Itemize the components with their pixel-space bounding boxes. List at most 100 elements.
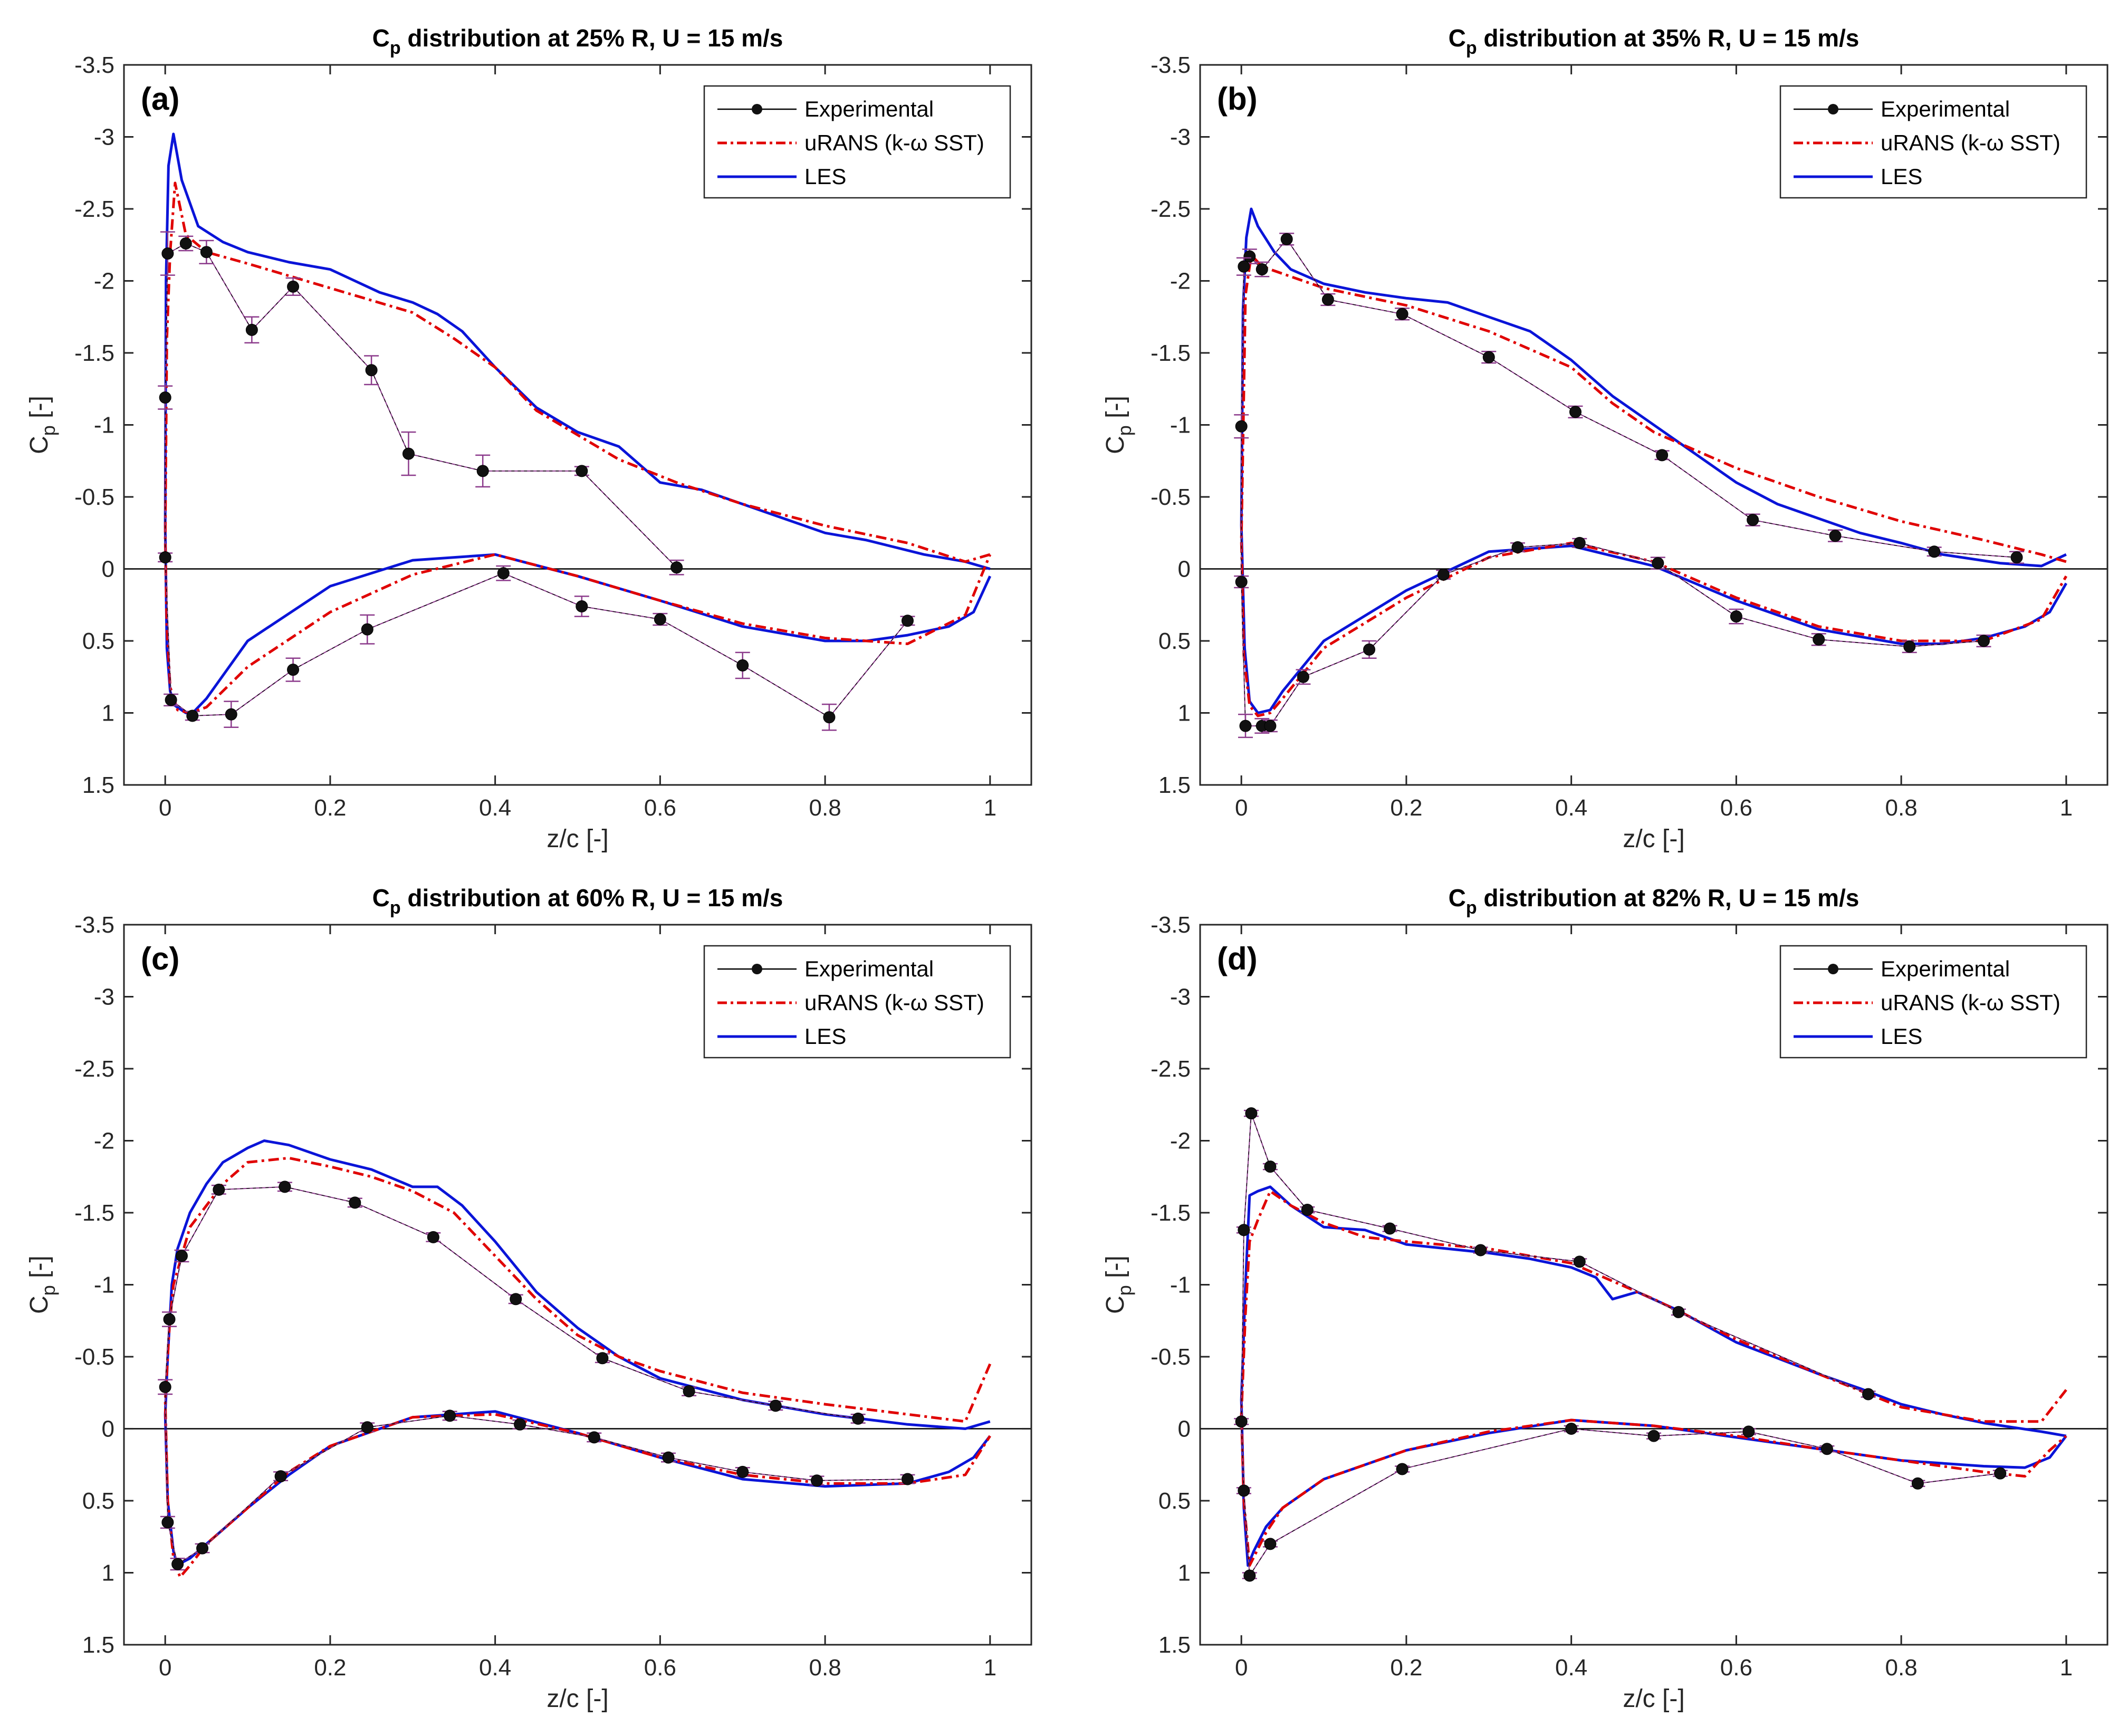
y-tick-label: -2.5 <box>74 1056 114 1082</box>
data-point <box>1301 1204 1314 1216</box>
series-line-les <box>1240 207 2067 714</box>
data-point <box>1977 635 1990 647</box>
y-tick-label: -1.5 <box>74 1200 114 1226</box>
y-tick-label: 1.5 <box>82 772 114 798</box>
data-point <box>1280 233 1293 245</box>
legend-label: Experimental <box>1881 956 2010 981</box>
chart-title: Cp distribution at 60% R, U = 15 m/s <box>372 884 783 918</box>
data-point <box>159 1380 171 1393</box>
plot-area <box>158 132 992 731</box>
chart-title: Cp distribution at 82% R, U = 15 m/s <box>1449 884 1860 918</box>
data-point <box>1813 633 1825 646</box>
x-tick-label: 1 <box>984 795 996 821</box>
data-point <box>161 247 174 260</box>
data-point <box>1573 1255 1586 1268</box>
legend: Experimental uRANS (k-ω SST) LES <box>703 945 1011 1059</box>
legend-marker <box>752 964 762 974</box>
data-point <box>1730 610 1742 623</box>
legend: Experimental uRANS (k-ω SST) LES <box>1779 945 2087 1059</box>
data-point <box>810 1474 823 1487</box>
data-point <box>279 1181 291 1193</box>
x-tick-label: 0.6 <box>644 1655 676 1681</box>
y-axis-label: Cp [-] <box>25 1255 59 1314</box>
data-point <box>213 1183 225 1196</box>
legend-label: uRANS (k-ω SST) <box>804 130 984 155</box>
data-point <box>596 1352 609 1365</box>
y-tick-label: -0.5 <box>74 1344 114 1370</box>
legend-label: uRANS (k-ω SST) <box>1881 130 2061 155</box>
data-point <box>1747 514 1759 526</box>
y-tick-label: -3.5 <box>1151 52 1191 78</box>
data-point <box>1511 541 1524 554</box>
x-tick-label: 1 <box>2060 795 2073 821</box>
y-tick-label: 1.5 <box>82 1632 114 1658</box>
data-point <box>161 1516 174 1529</box>
y-tick-label: 0 <box>102 557 114 582</box>
data-point <box>287 280 300 293</box>
y-tick-label: 0 <box>1178 557 1191 582</box>
chart-panel-0: 0 0.2 0.4 0.6 0.8 1 -3.5 -3 -2.5 -2 -1.5 -1 -0.5 0 0.5… <box>25 24 1032 853</box>
data-point <box>1384 1222 1396 1235</box>
y-tick-label: -2.5 <box>1151 196 1191 222</box>
chart-title: Cp distribution at 35% R, U = 15 m/s <box>1449 24 1860 58</box>
y-tick-label: -3.5 <box>1151 912 1191 938</box>
y-tick-label: -0.5 <box>74 484 114 510</box>
x-axis-label: z/c [-] <box>547 825 608 853</box>
panel-label: (c) <box>141 941 179 976</box>
data-point <box>1238 1484 1250 1497</box>
data-point <box>171 1558 184 1570</box>
y-tick-label: -2 <box>1170 268 1191 294</box>
series-line-experimental-inner <box>165 1186 908 1565</box>
legend-marker <box>1828 964 1838 974</box>
data-point <box>1243 250 1256 263</box>
data-point <box>1573 536 1586 549</box>
data-point <box>1474 1244 1487 1257</box>
x-tick-label: 1 <box>984 1655 996 1681</box>
data-point <box>1235 576 1248 588</box>
plot-area <box>1234 1107 2067 1582</box>
data-point <box>736 659 749 672</box>
data-point <box>1652 557 1664 570</box>
data-point <box>1994 1467 2007 1480</box>
y-tick-label: -3 <box>1170 124 1191 150</box>
data-point <box>670 561 683 574</box>
y-tick-label: -3 <box>1170 984 1191 1010</box>
data-point <box>576 600 588 612</box>
y-tick-label: -3.5 <box>74 912 114 938</box>
y-tick-label: 1 <box>102 701 114 726</box>
data-point <box>1742 1425 1755 1438</box>
x-tick-label: 0 <box>159 795 171 821</box>
y-tick-label: -2.5 <box>74 196 114 222</box>
x-tick-label: 0.6 <box>1720 1655 1752 1681</box>
y-tick-label: -1 <box>1170 413 1191 438</box>
y-tick-label: -2 <box>94 1128 114 1154</box>
panel-label: (d) <box>1217 941 1258 976</box>
data-point <box>1482 351 1495 363</box>
y-axis-label: Cp [-] <box>1101 1255 1135 1314</box>
data-point <box>1245 1107 1258 1120</box>
legend-label: Experimental <box>1881 97 2010 121</box>
y-tick-label: 1 <box>1178 701 1191 726</box>
data-point <box>1565 1423 1578 1435</box>
data-point <box>444 1409 456 1422</box>
x-tick-label: 0.6 <box>1720 795 1752 821</box>
y-tick-label: -1.5 <box>1151 340 1191 366</box>
data-point <box>225 708 237 721</box>
x-tick-label: 0.8 <box>1885 1655 1918 1681</box>
y-tick-label: -1 <box>94 413 114 438</box>
x-tick-label: 0.8 <box>1885 795 1918 821</box>
x-tick-label: 0.4 <box>479 795 511 821</box>
data-point <box>1239 720 1252 732</box>
panel-label: (a) <box>141 81 179 117</box>
y-tick-label: 0.5 <box>82 628 114 654</box>
data-point <box>1656 449 1669 462</box>
legend-marker <box>1828 104 1838 114</box>
data-point <box>1264 720 1277 732</box>
legend-label: Experimental <box>804 97 934 121</box>
data-point <box>245 323 258 336</box>
data-point <box>179 237 192 250</box>
x-axis-label: z/c [-] <box>547 1685 608 1713</box>
data-point <box>901 1473 914 1485</box>
y-tick-label: -0.5 <box>1151 484 1191 510</box>
